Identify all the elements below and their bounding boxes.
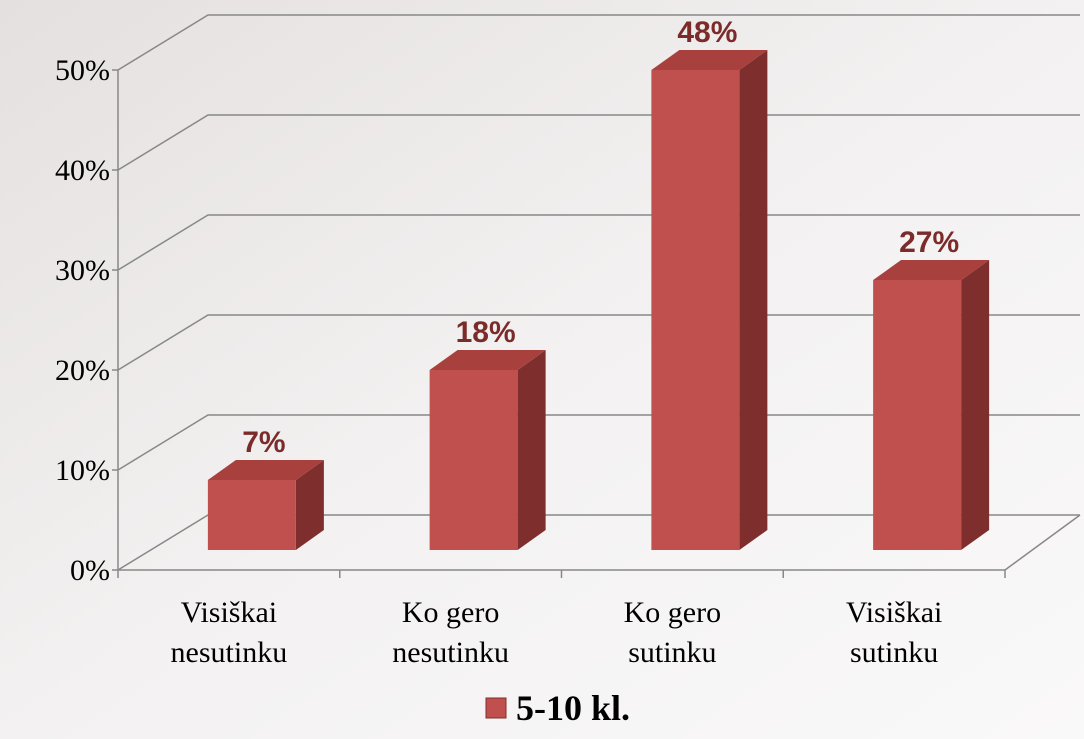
legend-swatch xyxy=(485,697,507,719)
bar-side xyxy=(961,260,990,550)
grid-line xyxy=(117,214,1080,271)
bar-side xyxy=(517,350,546,550)
y-tick-label: 0% xyxy=(70,554,110,587)
bar-top xyxy=(651,50,768,70)
y-tick-label: 30% xyxy=(55,254,110,287)
bar xyxy=(651,50,768,550)
x-tick-label: Ko gero nesutinku xyxy=(392,596,509,669)
value-label: 27% xyxy=(899,226,959,259)
y-tick-label: 50% xyxy=(55,54,110,87)
value-label: 7% xyxy=(242,426,285,459)
bar xyxy=(207,460,324,550)
x-tick-label: Ko gero sutinku xyxy=(624,596,721,669)
bar-front xyxy=(651,70,740,550)
value-label: 48% xyxy=(677,16,737,49)
grid-line xyxy=(117,14,1080,71)
value-label: 18% xyxy=(456,316,516,349)
bar-side xyxy=(295,460,324,550)
bar xyxy=(429,350,546,550)
y-tick-label: 20% xyxy=(55,354,110,387)
y-tick-label: 10% xyxy=(55,454,110,487)
x-tick-label: Visiškai nesutinku xyxy=(171,596,288,669)
bar-front xyxy=(873,280,962,550)
bar xyxy=(873,260,990,550)
bar-top xyxy=(207,460,324,480)
bar-side xyxy=(739,50,768,550)
y-tick-label: 40% xyxy=(55,154,110,187)
bar-top xyxy=(873,260,990,280)
legend-label: 5-10 kl. xyxy=(516,688,630,728)
grid-line xyxy=(117,114,1080,171)
bar-top xyxy=(429,350,546,370)
bar-front xyxy=(429,370,518,550)
x-tick-label: Visiškai sutinku xyxy=(846,596,943,669)
grid-line xyxy=(117,414,1080,471)
bar-front xyxy=(207,480,296,550)
grid-line xyxy=(117,314,1080,371)
